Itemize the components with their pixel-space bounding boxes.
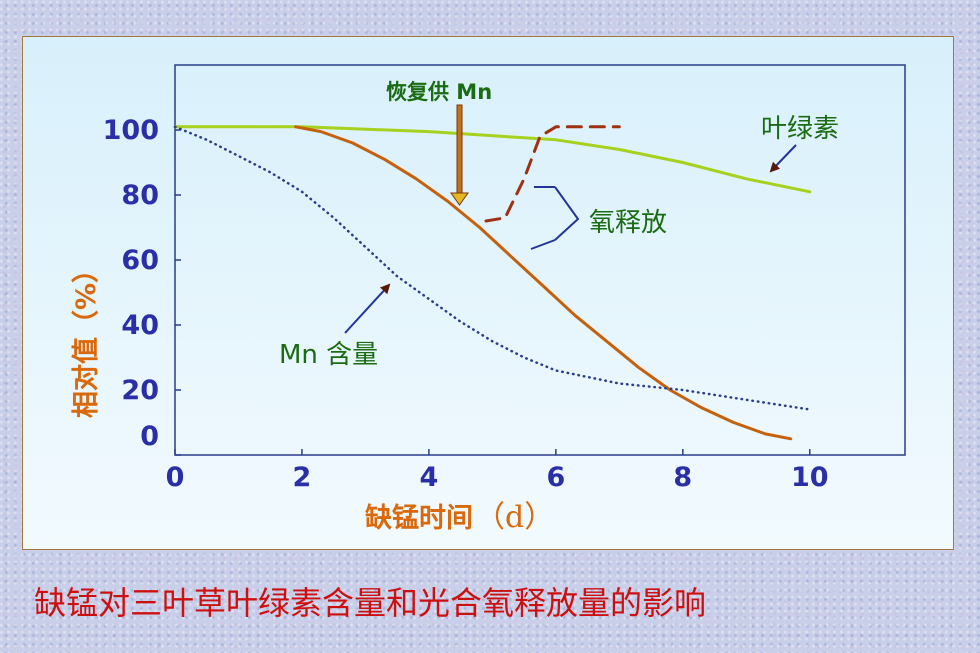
y-tick-labels: 0 20 40 60 80 100 (103, 115, 181, 456)
x-axis-title: 缺锰时间 (365, 503, 473, 534)
x-tick-label: 10 (791, 462, 829, 493)
series-line-0 (173, 125, 812, 194)
annotation-mn-content: Mn 含量 (279, 340, 378, 370)
oxygen-pointer-bracket (554, 186, 580, 241)
chart-svg: 0 2 4 6 8 10 0 20 40 60 80 100 相对值（%） 缺锰时间 （d） 恢复供… (71, 64, 906, 535)
x-tick-label: 6 (546, 462, 565, 493)
series-line-3 (173, 125, 812, 411)
mn-content-pointer-arrow (344, 283, 391, 334)
restore-mn-arrow (450, 104, 469, 206)
y-tick-label: 20 (121, 375, 159, 406)
x-tick-label: 0 (166, 462, 185, 493)
y-tick-label: 80 (121, 180, 159, 211)
annotation-restore-mn: 恢复供 Mn (386, 80, 492, 104)
data-lines (173, 125, 812, 441)
y-tick-label: 40 (121, 310, 159, 341)
figure-caption: 缺锰对三叶草叶绿素含量和光合氧释放量的影响 (34, 584, 707, 622)
series-line-2 (484, 125, 621, 223)
y-tick-label: 0 (140, 421, 159, 452)
x-axis-unit: （d） (475, 500, 554, 535)
x-tick-labels: 0 2 4 6 8 10 (166, 449, 829, 493)
y-tick-label: 100 (103, 115, 159, 146)
annotation-oxygen: 氧释放 (589, 208, 667, 238)
y-tick-label: 60 (121, 245, 159, 276)
chart-panel: 0 2 4 6 8 10 0 20 40 60 80 100 相对值（%） 缺锰时间 （d） 恢复供… (22, 36, 954, 550)
oxygen-pointer-arrow-lower (530, 239, 556, 250)
annotation-chlorophyll: 叶绿素 (761, 114, 839, 144)
x-tick-label: 4 (420, 462, 439, 493)
x-tick-label: 2 (293, 462, 312, 493)
x-tick-label: 8 (673, 462, 692, 493)
y-axis-title: 相对值（%） (71, 256, 102, 418)
series-line-1 (294, 125, 793, 441)
chlorophyll-pointer-arrow (769, 144, 797, 173)
